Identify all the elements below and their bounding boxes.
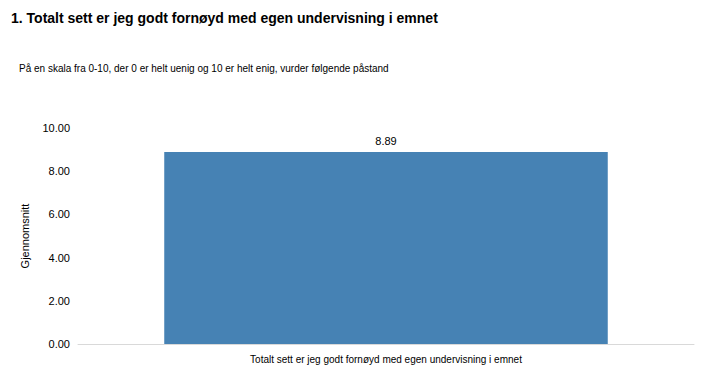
svg-text:Totalt sett er jeg godt fornøy: Totalt sett er jeg godt fornøyd med egen… bbox=[250, 354, 522, 365]
svg-text:8.00: 8.00 bbox=[49, 165, 70, 177]
svg-text:6.00: 6.00 bbox=[49, 208, 70, 220]
svg-text:4.00: 4.00 bbox=[49, 252, 70, 264]
svg-text:0.00: 0.00 bbox=[49, 338, 70, 350]
svg-text:Gjennomsnitt: Gjennomsnitt bbox=[19, 204, 31, 269]
svg-text:10.00: 10.00 bbox=[42, 122, 70, 134]
svg-text:8.89: 8.89 bbox=[375, 135, 396, 147]
svg-text:2.00: 2.00 bbox=[49, 295, 70, 307]
svg-text:1. Totalt sett er jeg godt for: 1. Totalt sett er jeg godt fornøyd med e… bbox=[11, 10, 438, 26]
svg-text:På en skala fra 0-10, der 0 er: På en skala fra 0-10, der 0 er helt ueni… bbox=[19, 63, 389, 74]
